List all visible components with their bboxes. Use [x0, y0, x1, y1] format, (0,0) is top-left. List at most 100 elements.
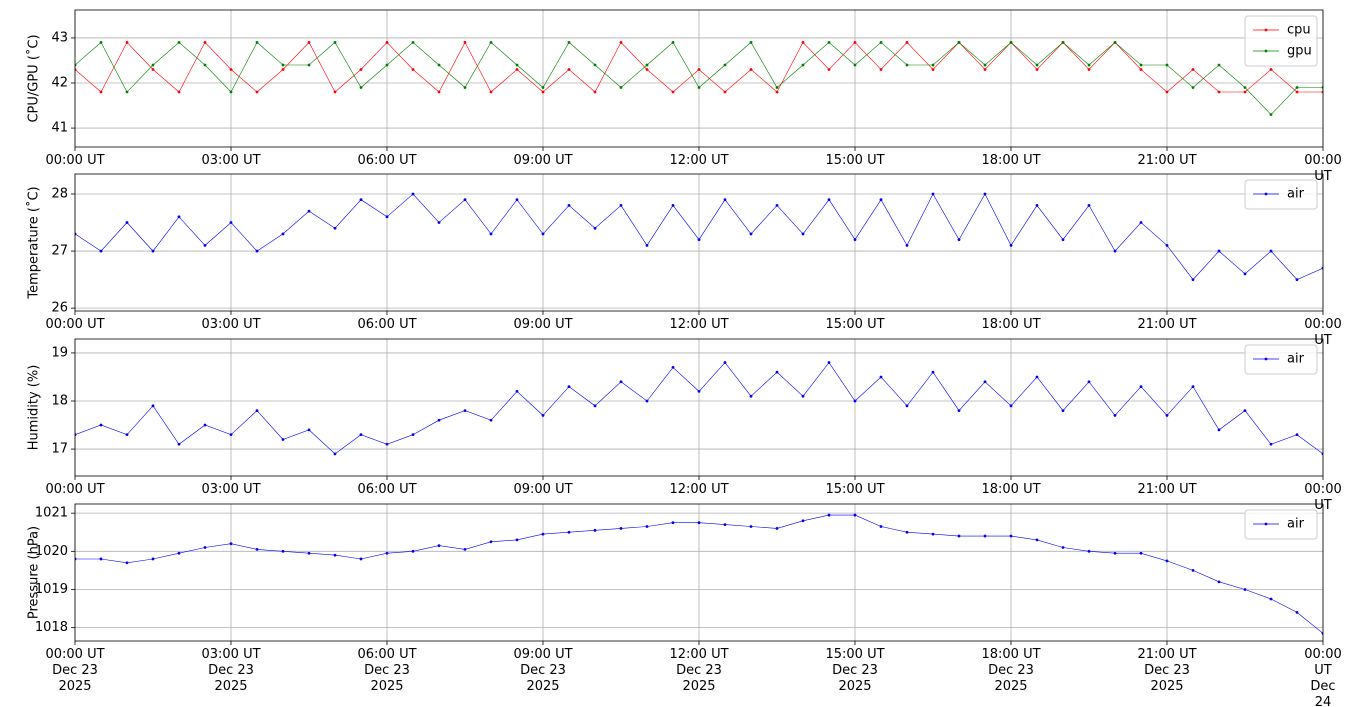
data-point: [801, 41, 805, 44]
data-point: [99, 249, 103, 253]
data-point: [905, 404, 909, 408]
legend-box: [1244, 15, 1318, 67]
data-point: [203, 546, 207, 549]
y-tick-label: 27: [51, 244, 68, 259]
data-point: [723, 90, 727, 94]
data-point: [775, 86, 779, 89]
plot-area: [75, 192, 1323, 282]
data-point: [359, 68, 363, 71]
data-point: [1217, 428, 1221, 432]
x-tick-label: 15:00 UT: [825, 482, 885, 497]
data-point: [801, 394, 805, 398]
data-point: [541, 414, 545, 417]
data-point: [749, 525, 753, 528]
data-point: [1269, 68, 1273, 71]
y-tick-label: 41: [51, 121, 68, 136]
data-point: [411, 549, 415, 553]
data-point: [385, 63, 389, 67]
data-point: [229, 221, 233, 224]
data-point: [827, 513, 831, 517]
data-point: [697, 389, 701, 393]
data-point: [697, 68, 701, 71]
x-tick-label: 18:00 UT Dec 23 2025: [981, 647, 1041, 694]
data-point: [151, 249, 155, 253]
data-point: [879, 68, 883, 71]
data-point: [931, 68, 935, 71]
x-tick-label: 00:00 UT: [1304, 482, 1342, 513]
x-tick-label: 00:00 UT: [1304, 317, 1342, 348]
x-tick-label: 21:00 UT: [1137, 317, 1197, 332]
data-point: [1295, 433, 1299, 437]
data-point: [1113, 414, 1117, 417]
data-point: [879, 375, 883, 379]
legend-marker: [1264, 357, 1268, 361]
data-point: [307, 41, 311, 44]
plot-area: [75, 361, 1323, 456]
plot-area: [75, 41, 1323, 116]
data-point: [333, 226, 337, 230]
axes-frame: [74, 9, 1324, 148]
data-point: [125, 90, 129, 94]
data-point: [723, 523, 727, 527]
data-point: [1035, 538, 1039, 542]
data-point: [593, 90, 597, 94]
data-point: [333, 90, 337, 94]
x-tick-label: 03:00 UT: [201, 153, 261, 168]
data-point: [1139, 68, 1143, 71]
data-point: [957, 534, 961, 538]
data-point: [1243, 588, 1247, 591]
data-point: [125, 433, 129, 437]
data-point: [671, 41, 675, 44]
data-point: [515, 538, 519, 542]
x-tick-label: 09:00 UT Dec 23 2025: [513, 647, 573, 694]
data-point: [463, 409, 467, 413]
data-point: [385, 215, 389, 219]
y-tick-label: 1021: [35, 506, 68, 521]
legend-box: [1244, 509, 1318, 540]
data-point: [1113, 249, 1117, 253]
x-tick-label: 12:00 UT: [669, 482, 729, 497]
x-tick-label: 21:00 UT: [1137, 153, 1197, 168]
x-tick-label: 12:00 UT Dec 23 2025: [669, 647, 729, 694]
data-point: [645, 525, 649, 528]
y-tick-label: 19: [51, 345, 68, 360]
x-tick-label: 18:00 UT: [981, 482, 1041, 497]
y-axis-label: Temperature (˚C): [26, 186, 42, 299]
data-point: [1139, 221, 1143, 224]
data-point: [619, 527, 623, 530]
data-point: [905, 41, 909, 44]
data-point: [203, 243, 207, 247]
data-point: [775, 203, 779, 207]
data-point: [567, 530, 571, 534]
data-point: [1035, 375, 1039, 379]
data-point: [1243, 86, 1247, 89]
data-point: [411, 433, 415, 437]
data-point: [1269, 442, 1273, 446]
legend-label: air: [1287, 517, 1305, 532]
data-point: [1061, 546, 1065, 549]
data-point: [853, 41, 857, 44]
data-point: [1217, 63, 1221, 67]
data-point: [645, 243, 649, 247]
data-point: [1009, 41, 1013, 44]
data-point: [1191, 86, 1195, 89]
data-point: [515, 68, 519, 71]
data-point: [1217, 580, 1221, 584]
axes-frame: [74, 503, 1324, 642]
data-point: [931, 192, 935, 196]
data-point: [853, 238, 857, 242]
data-point: [1009, 243, 1013, 247]
data-point: [1295, 90, 1299, 94]
data-point: [645, 63, 649, 67]
data-point: [515, 63, 519, 67]
data-point: [281, 68, 285, 71]
data-point: [853, 399, 857, 403]
data-point: [1191, 569, 1195, 572]
data-point: [1191, 68, 1195, 71]
legend-marker: [1264, 49, 1268, 53]
data-point: [333, 452, 337, 456]
legend-label: air: [1287, 187, 1305, 202]
data-point: [489, 41, 493, 44]
